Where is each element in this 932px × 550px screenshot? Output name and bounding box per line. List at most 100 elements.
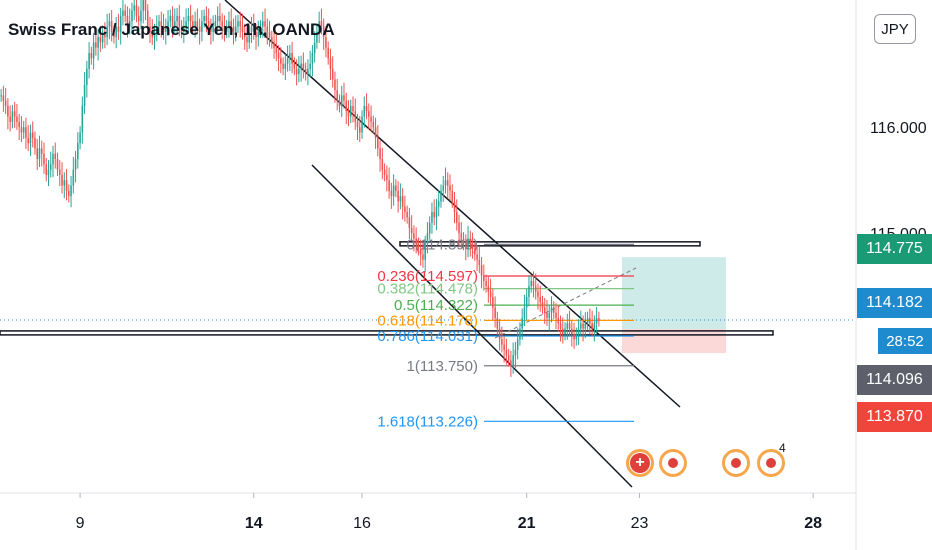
candle-body xyxy=(20,127,23,133)
candle-body xyxy=(512,355,514,366)
candle-body xyxy=(9,116,11,122)
candle-body xyxy=(352,106,354,112)
x-tick-label: 21 xyxy=(518,515,536,532)
candle-body xyxy=(214,21,217,27)
stop-loss-zone xyxy=(622,329,726,354)
fib-level-label: 1.618(113.226) xyxy=(377,413,478,430)
candle-body xyxy=(22,127,25,133)
candle-body xyxy=(298,68,300,75)
candle-body xyxy=(501,339,503,345)
candle-body xyxy=(212,26,214,32)
candle-body xyxy=(528,286,530,297)
candle-body xyxy=(273,42,275,48)
candle-body xyxy=(264,21,266,27)
candle-body xyxy=(99,37,102,43)
candle-body xyxy=(390,190,393,197)
candle-body xyxy=(435,206,438,218)
candle-body xyxy=(216,15,219,22)
candle-body xyxy=(11,111,14,122)
economic-event-icon[interactable] xyxy=(659,449,687,477)
candle-body xyxy=(207,21,210,27)
economic-event-add-icon[interactable]: + xyxy=(626,449,654,477)
candle-body xyxy=(304,68,307,75)
candle-body xyxy=(550,307,553,313)
chart-title: Swiss Franc / Japanese Yen, 1h, OANDA xyxy=(8,20,335,39)
candle-body xyxy=(415,238,417,244)
candle-body xyxy=(149,26,151,32)
candle-body xyxy=(228,21,230,27)
candle-body xyxy=(320,21,323,27)
candle-body xyxy=(374,127,377,138)
currency-button[interactable]: JPY xyxy=(874,14,916,44)
candle-body xyxy=(573,333,575,340)
candle-body xyxy=(40,148,43,154)
candle-body xyxy=(543,307,546,313)
candle-body xyxy=(234,26,237,32)
candle-body xyxy=(557,318,560,324)
candle-body xyxy=(510,360,512,366)
candle-body xyxy=(52,153,54,165)
candle-body xyxy=(194,21,196,27)
candle-body xyxy=(178,15,181,27)
candle-body xyxy=(313,42,316,54)
y-tick-label: 116.000 xyxy=(870,120,927,137)
candle-body xyxy=(295,68,298,75)
candle-body xyxy=(442,185,445,191)
candle-body xyxy=(122,10,124,16)
candle-body xyxy=(29,132,32,144)
candle-body xyxy=(128,21,131,27)
candle-body xyxy=(433,212,435,218)
candle-body xyxy=(302,63,305,69)
candle-body xyxy=(117,26,120,32)
candle-body xyxy=(460,233,463,239)
candle-body xyxy=(377,137,379,149)
candle-body xyxy=(327,47,329,59)
candle-body xyxy=(282,63,284,69)
candle-body xyxy=(185,21,187,27)
fib-level-label: 0.5(114.322) xyxy=(394,297,478,314)
candle-body xyxy=(471,243,474,250)
candle-body xyxy=(219,15,221,22)
candle-body xyxy=(428,222,431,234)
candle-body xyxy=(399,196,402,202)
candle-body xyxy=(243,31,246,38)
candle-body xyxy=(65,180,68,191)
candle-body xyxy=(462,238,465,244)
candle-body xyxy=(496,318,499,329)
candle-body xyxy=(372,121,375,128)
candle-body xyxy=(564,328,566,334)
candle-body xyxy=(201,21,203,32)
candle-body xyxy=(532,280,535,287)
fib-level-label: 0.382(114.478) xyxy=(377,281,478,298)
candle-body xyxy=(309,63,311,69)
candle-body xyxy=(521,318,523,329)
candle-body xyxy=(449,185,451,191)
candle-body xyxy=(137,15,140,22)
candle-body xyxy=(552,307,555,313)
candle-body xyxy=(340,95,343,107)
candle-body xyxy=(183,26,185,32)
candle-body xyxy=(318,21,320,32)
candle-body xyxy=(31,132,34,138)
candle-body xyxy=(336,90,339,101)
candle-body xyxy=(406,212,408,218)
candle-body xyxy=(546,312,548,319)
candle-body xyxy=(169,15,172,22)
candle-body xyxy=(598,318,600,321)
candle-body xyxy=(539,296,542,303)
candle-body xyxy=(383,169,386,175)
candle-body xyxy=(198,26,201,32)
candle-body xyxy=(133,5,135,11)
economic-event-icon[interactable] xyxy=(722,449,750,477)
candle-body xyxy=(223,26,226,32)
candle-body xyxy=(329,58,332,69)
candle-body xyxy=(16,116,18,122)
candle-body xyxy=(577,328,580,334)
candle-body xyxy=(34,137,36,149)
candle-body xyxy=(465,243,467,250)
economic-event-icon[interactable] xyxy=(757,449,785,477)
candle-body xyxy=(417,243,420,250)
candle-body xyxy=(155,26,158,32)
